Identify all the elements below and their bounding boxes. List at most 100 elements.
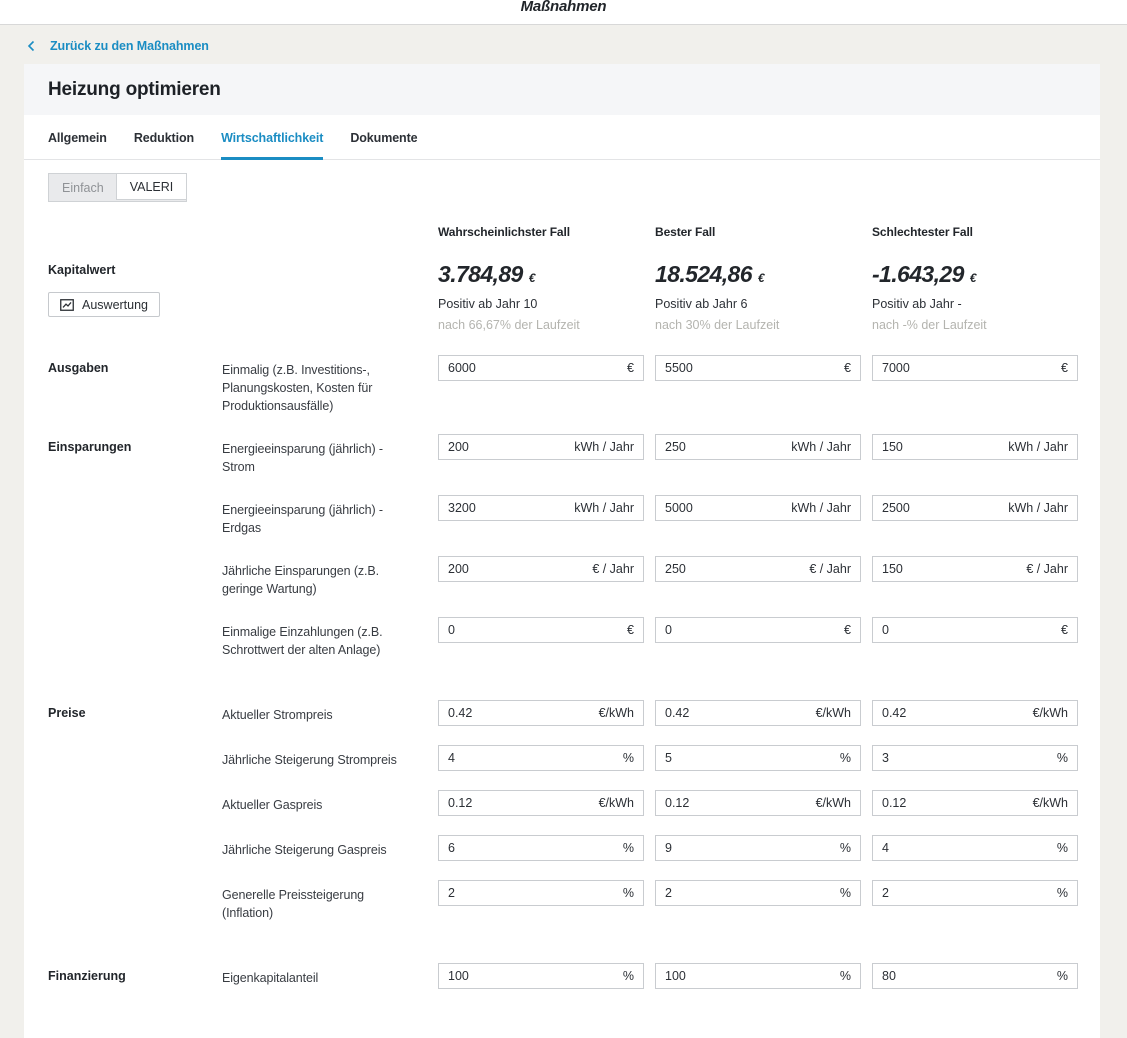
tab-wirtschaftlichkeit[interactable]: Wirtschaftlichkeit — [221, 115, 323, 160]
form-row: Einmalige Einzahlungen (z.B. Schrottwert… — [48, 617, 1078, 659]
value-input-wahrscheinlichster-fall: % — [438, 835, 644, 861]
value-input[interactable] — [656, 836, 860, 860]
value-input-bester-fall: €/kWh — [655, 700, 861, 726]
form-row: Energieeinsparung (jährlich) - Erdgas kWh… — [48, 495, 1078, 537]
value-input[interactable] — [439, 881, 643, 905]
top-bar: Maßnahmen — [0, 0, 1127, 25]
value-input-wahrscheinlichster-fall: % — [438, 963, 644, 989]
form-row: Jährliche Steigerung Gaspreis%%% — [48, 835, 1078, 861]
field-label: Energieeinsparung (jährlich) - Strom — [222, 442, 383, 474]
mode-option-valeri[interactable]: VALERI — [115, 173, 188, 200]
value-input[interactable] — [873, 746, 1077, 770]
euro-sign: € — [969, 271, 977, 285]
value-input[interactable] — [656, 701, 860, 725]
card-header: Heizung optimieren — [24, 64, 1100, 115]
value-input[interactable] — [439, 618, 643, 642]
value-input-schlechtester-fall: % — [872, 835, 1078, 861]
value-input-bester-fall: € — [655, 355, 861, 381]
value-input[interactable] — [873, 356, 1077, 380]
value-input[interactable] — [656, 496, 860, 520]
form-row: Einsparungen Energieeinsparung (jährlich)… — [48, 434, 1078, 476]
column-header-row: Wahrscheinlichster Fall Bester Fall Schl… — [48, 225, 1078, 239]
value-input-wahrscheinlichster-fall: €/kWh — [438, 790, 644, 816]
section-label: Ausgaben — [48, 361, 109, 375]
form-row: Jährliche Steigerung Strompreis%%% — [48, 745, 1078, 771]
positiv-ab-text: Positiv ab Jahr - — [872, 297, 962, 311]
section-label — [48, 495, 211, 501]
value-input[interactable] — [439, 791, 643, 815]
value-input[interactable] — [873, 881, 1077, 905]
value-input[interactable] — [439, 557, 643, 581]
value-input[interactable] — [656, 557, 860, 581]
field-label: Energieeinsparung (jährlich) - Erdgas — [222, 503, 383, 535]
tab-allgemein[interactable]: Allgemein — [48, 131, 107, 145]
field-label: Generelle Preissteigerung (Inflation) — [222, 888, 365, 920]
value-input[interactable] — [656, 356, 860, 380]
tab-bar: Allgemein Reduktion Wirtschaftlichkeit D… — [24, 115, 1100, 160]
positiv-ab-text: Positiv ab Jahr 6 — [655, 297, 748, 311]
value-input[interactable] — [873, 618, 1077, 642]
value-input[interactable] — [656, 791, 860, 815]
value-input[interactable] — [873, 791, 1077, 815]
value-input-schlechtester-fall: € — [872, 355, 1078, 381]
value-input[interactable] — [873, 435, 1077, 459]
value-input-wahrscheinlichster-fall: kWh / Jahr — [438, 495, 644, 521]
value-input-wahrscheinlichster-fall: % — [438, 880, 644, 906]
value-input-wahrscheinlichster-fall: € / Jahr — [438, 556, 644, 582]
value-input[interactable] — [873, 964, 1077, 988]
value-input[interactable] — [439, 701, 643, 725]
auswertung-button[interactable]: Auswertung — [48, 292, 161, 317]
tab-dokumente[interactable]: Dokumente — [350, 131, 418, 145]
value-input-schlechtester-fall: €/kWh — [872, 790, 1078, 816]
value-input[interactable] — [656, 435, 860, 459]
value-input[interactable] — [439, 356, 643, 380]
back-link[interactable]: Zurück zu den Maßnahmen — [26, 39, 209, 53]
value-input-schlechtester-fall: € / Jahr — [872, 556, 1078, 582]
value-input-wahrscheinlichster-fall: € — [438, 617, 644, 643]
section-label — [48, 617, 211, 623]
value-input[interactable] — [873, 557, 1077, 581]
value-input[interactable] — [439, 964, 643, 988]
laufzeit-text: nach 66,67% der Laufzeit — [438, 318, 580, 332]
column-header-schlechtester-fall: Schlechtester Fall — [872, 225, 973, 239]
value-input-bester-fall: % — [655, 880, 861, 906]
app-title: Maßnahmen — [520, 0, 607, 15]
value-input[interactable] — [439, 435, 643, 459]
value-input-wahrscheinlichster-fall: € — [438, 355, 644, 381]
value-input[interactable] — [656, 881, 860, 905]
value-input[interactable] — [439, 746, 643, 770]
value-input[interactable] — [439, 836, 643, 860]
value-input-bester-fall: % — [655, 963, 861, 989]
value-input[interactable] — [873, 496, 1077, 520]
kapitalwert-case: -1.643,29 € Positiv ab Jahr - nach -% de… — [872, 261, 1078, 332]
chart-icon — [60, 298, 74, 311]
value-input[interactable] — [656, 746, 860, 770]
value-input-wahrscheinlichster-fall: €/kWh — [438, 700, 644, 726]
mode-option-einfach[interactable]: Einfach — [62, 180, 104, 195]
section-label: Finanzierung — [48, 969, 126, 983]
value-input[interactable] — [656, 618, 860, 642]
tab-reduktion[interactable]: Reduktion — [133, 131, 195, 145]
form-row: Preise Aktueller Strompreis €/kWh €/kWh €/kW… — [48, 700, 1078, 726]
kapitalwert-label: Kapitalwert — [48, 263, 116, 277]
value-input[interactable] — [873, 701, 1077, 725]
field-label: Jährliche Einsparungen (z.B. geringe War… — [222, 564, 380, 596]
kapitalwert-row: Kapitalwert Auswertung 3.784,89 € Positi… — [48, 261, 1078, 332]
value-input-wahrscheinlichster-fall: % — [438, 745, 644, 771]
value-input[interactable] — [656, 964, 860, 988]
value-input-schlechtester-fall: kWh / Jahr — [872, 434, 1078, 460]
value-input-schlechtester-fall: % — [872, 963, 1078, 989]
value-input[interactable] — [873, 836, 1077, 860]
kapitalwert-value: -1.643,29 — [872, 261, 964, 287]
form-row: Jährliche Einsparungen (z.B. geringe War… — [48, 556, 1078, 598]
value-input[interactable] — [439, 496, 643, 520]
kapitalwert-case: 3.784,89 € Positiv ab Jahr 10 nach 66,67… — [438, 261, 644, 332]
form-row: Finanzierung Eigenkapitalanteil%%% — [48, 963, 1078, 989]
euro-sign: € — [757, 271, 765, 285]
value-input-bester-fall: kWh / Jahr — [655, 434, 861, 460]
field-label: Aktueller Strompreis — [222, 708, 333, 722]
column-header-bester-fall: Bester Fall — [655, 225, 716, 239]
laufzeit-text: nach -% der Laufzeit — [872, 318, 987, 332]
field-label: Eigenkapitalanteil — [222, 971, 319, 985]
value-input-wahrscheinlichster-fall: kWh / Jahr — [438, 434, 644, 460]
